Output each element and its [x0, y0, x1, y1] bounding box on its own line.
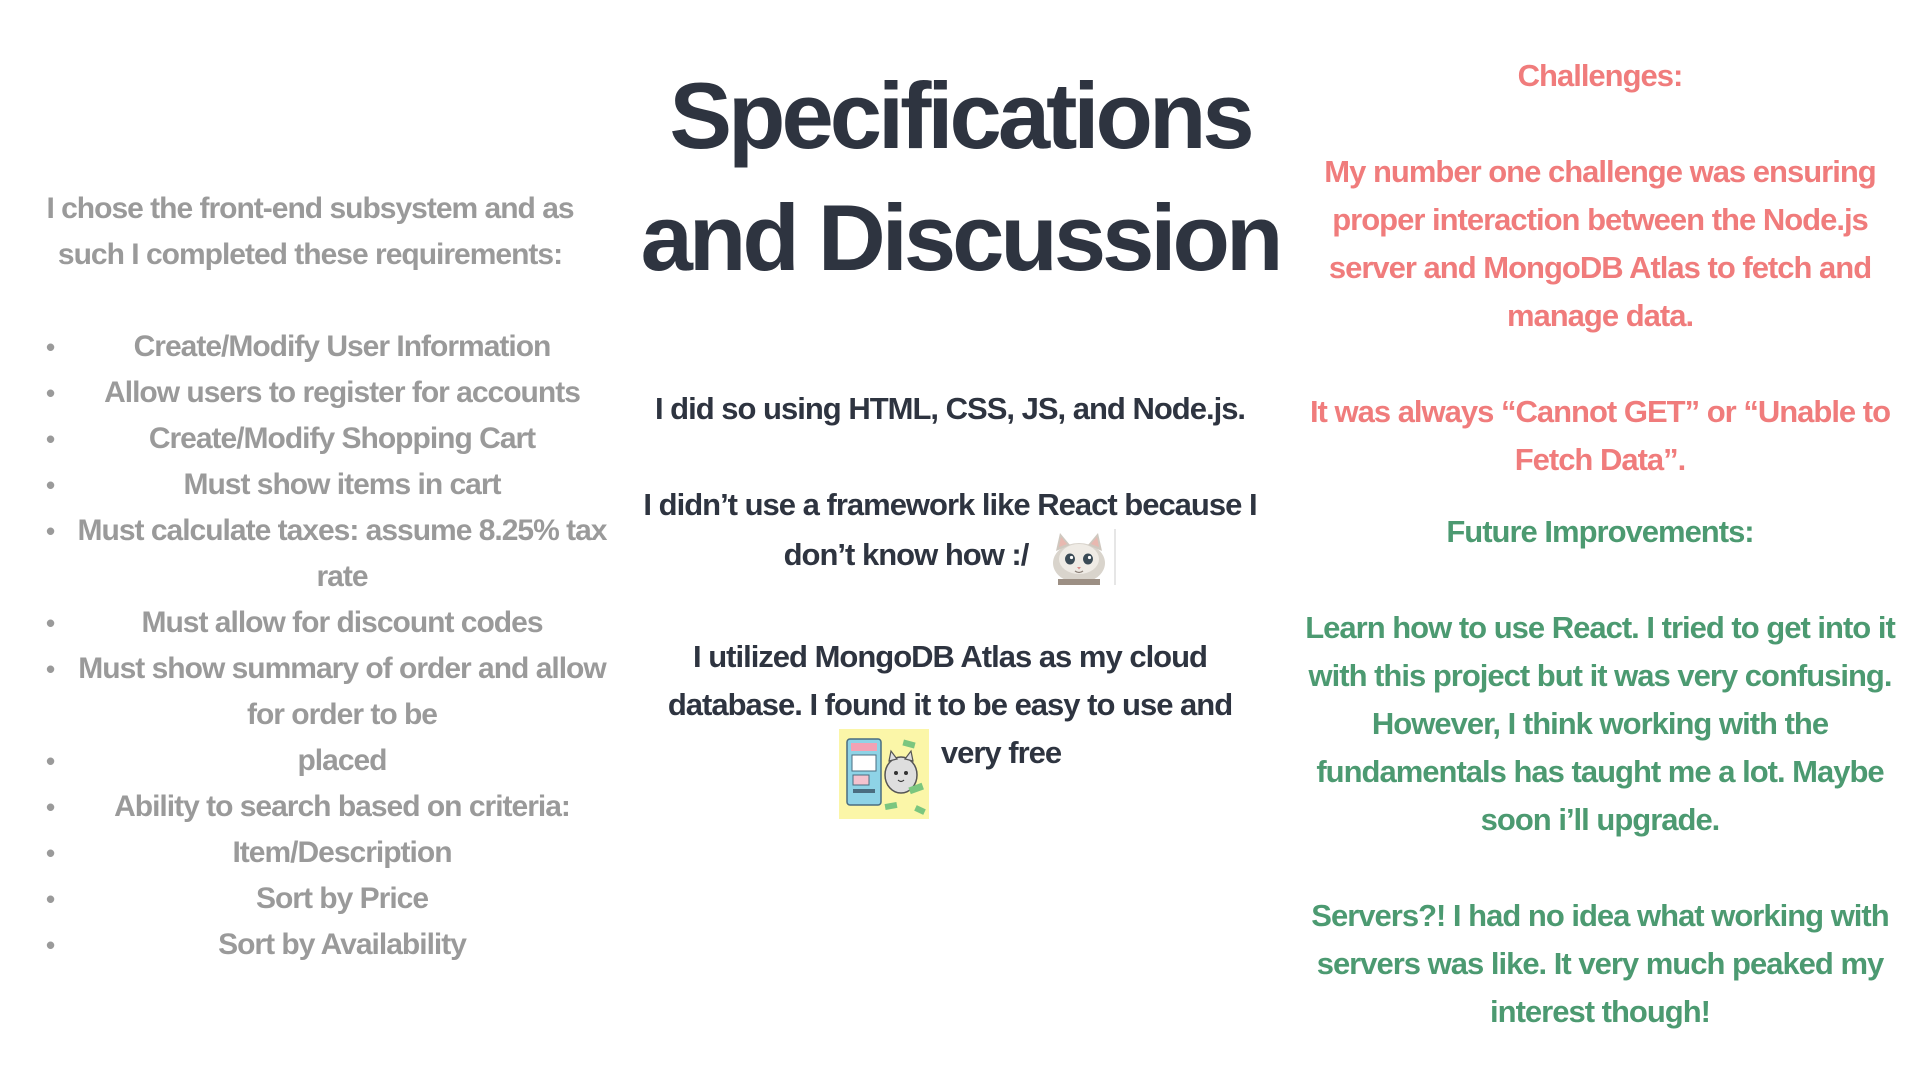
- list-item: • placed: [40, 738, 620, 784]
- list-item: • Create/Modify Shopping Cart: [40, 416, 620, 462]
- framework-line-2: don’t know how :/: [783, 537, 1030, 573]
- implementation-column: I did so using HTML, CSS, JS, and Node.j…: [630, 385, 1270, 867]
- list-item-text: Create/Modify Shopping Cart: [148, 422, 536, 455]
- bullet-icon: •: [46, 792, 55, 822]
- bullet-icon: •: [46, 424, 55, 454]
- future-paragraph-2: Servers?! I had no idea what working wit…: [1311, 898, 1889, 1029]
- list-item-text: Create/Modify User Information: [133, 330, 552, 363]
- challenges-heading: Challenges:: [1517, 58, 1684, 93]
- bullet-icon: •: [46, 332, 55, 362]
- database-paragraph: I utilized MongoDB Atlas as my cloud dat…: [630, 633, 1270, 819]
- list-item-text: Sort by Availability: [218, 928, 467, 961]
- list-item-text: Must show items in cart: [183, 468, 501, 501]
- list-item: • Sort by Availability: [40, 922, 620, 968]
- bullet-icon: •: [46, 654, 55, 684]
- list-item-text: Must allow for discount codes: [141, 606, 543, 639]
- requirements-intro: I chose the front-end subsystem and as s…: [46, 192, 574, 271]
- database-line-2: database. I found it to be easy to use a…: [667, 687, 1233, 722]
- list-item: • Item/Description: [40, 830, 620, 876]
- bullet-icon: •: [46, 378, 55, 408]
- bullet-icon: •: [46, 516, 55, 546]
- bullet-icon: •: [46, 884, 55, 914]
- bullet-icon: •: [46, 838, 55, 868]
- list-item: • Ability to search based on criteria:: [40, 784, 620, 830]
- list-item-text: Must calculate taxes: assume 8.25% tax r…: [77, 514, 608, 593]
- list-item: • Must show summary of order and allow fo…: [40, 646, 620, 738]
- bullet-icon: •: [46, 470, 55, 500]
- list-item: • Must calculate taxes: assume 8.25% tax …: [40, 508, 620, 600]
- database-line-1: I utilized MongoDB Atlas as my cloud: [692, 639, 1208, 674]
- title-line-2: and Discussion: [640, 185, 1284, 290]
- framework-paragraph: I didn’t use a framework like React beca…: [630, 481, 1270, 585]
- requirements-list: • Create/Modify User Information • Allow u…: [40, 324, 620, 968]
- list-item: • Sort by Price: [40, 876, 620, 922]
- bullet-icon: •: [46, 930, 55, 960]
- list-item: • Must allow for discount codes: [40, 600, 620, 646]
- list-item-text: Must show summary of order and allow for…: [78, 652, 606, 731]
- atm-cat-sticker-icon: [838, 729, 929, 819]
- tech-stack-paragraph: I did so using HTML, CSS, JS, and Node.j…: [654, 391, 1246, 426]
- framework-line-1: I didn’t use a framework like React beca…: [643, 487, 1257, 522]
- list-item: • Must show items in cart: [40, 462, 620, 508]
- discussion-column: Challenges: My number one challenge was …: [1300, 52, 1900, 1080]
- database-line-3-wrap: very free: [838, 729, 1062, 819]
- list-item-text: Allow users to register for accounts: [104, 376, 581, 409]
- list-item-text: Sort by Price: [255, 882, 429, 915]
- slide-title: Specifications and Discussion: [640, 55, 1284, 299]
- challenge-paragraph-1: My number one challenge was ensuring pro…: [1324, 154, 1876, 333]
- bullet-icon: •: [46, 746, 55, 776]
- future-improvements-heading: Future Improvements:: [1446, 514, 1754, 549]
- list-item-text: Ability to search based on criteria:: [114, 790, 571, 823]
- bullet-icon: •: [46, 608, 55, 638]
- future-paragraph-1: Learn how to use React. I tried to get i…: [1305, 610, 1896, 837]
- list-item: • Allow users to register for accounts: [40, 370, 620, 416]
- list-item: • Create/Modify User Information: [40, 324, 620, 370]
- database-line-3: very free: [940, 735, 1062, 770]
- requirements-column: I chose the front-end subsystem and as s…: [40, 186, 620, 968]
- list-item-text: Item/Description: [232, 836, 452, 869]
- kitten-sticker-icon: [1044, 529, 1117, 585]
- challenge-paragraph-2: It was always “Cannot GET” or “Unable to…: [1309, 394, 1891, 477]
- list-item-text: placed: [297, 744, 387, 777]
- title-line-1: Specifications: [669, 63, 1254, 168]
